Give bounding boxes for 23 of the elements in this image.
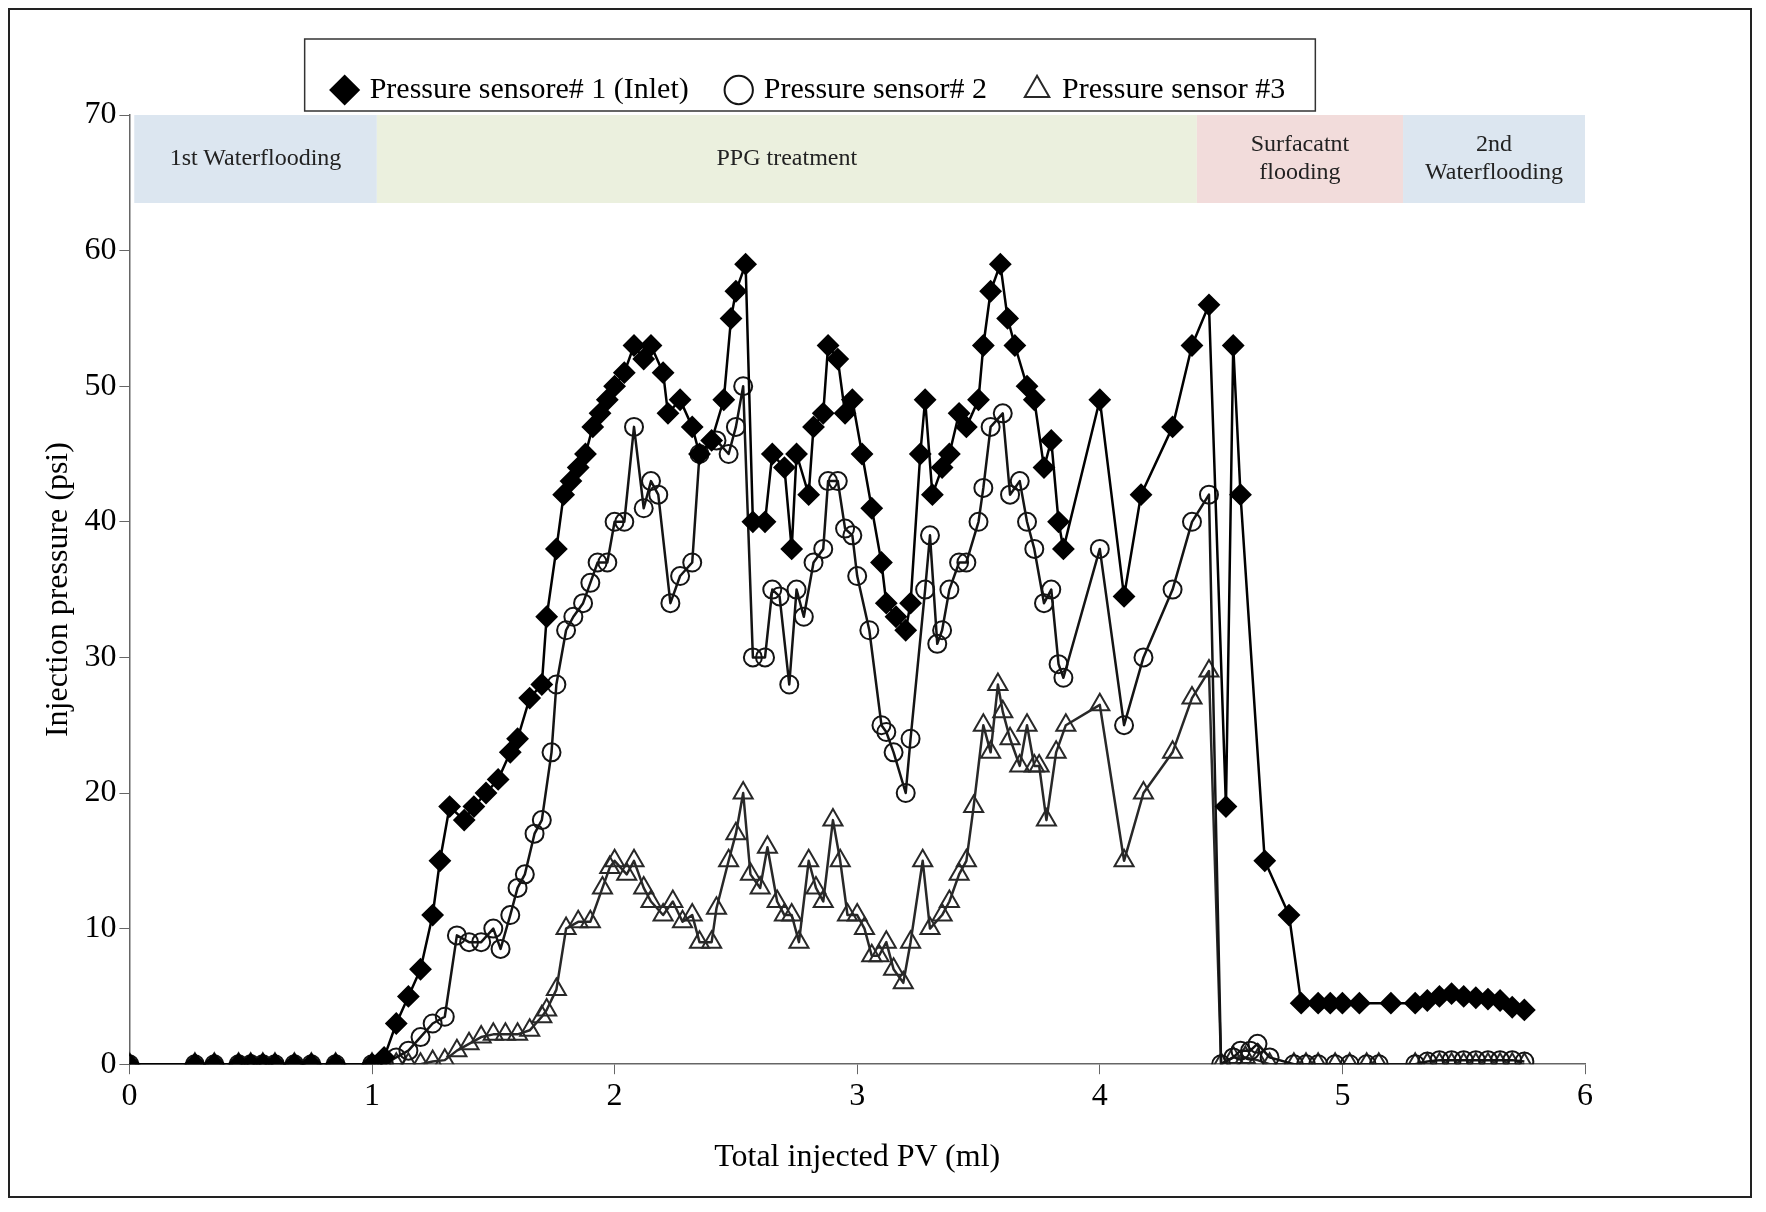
y-tick-label: 60 [84, 230, 117, 267]
band-label: 2nd Waterflooding [1425, 130, 1564, 185]
y-tick-label: 70 [84, 94, 117, 131]
y-tick-label: 50 [84, 365, 117, 402]
legend-label: Pressure sensore# 1 (Inlet) [369, 70, 689, 105]
legend-label: Pressure sensor #3 [1062, 70, 1286, 104]
x-tick-label: 5 [1334, 1075, 1351, 1112]
x-tick-label: 6 [1577, 1075, 1593, 1112]
x-tick-label: 1 [364, 1075, 380, 1112]
x-tick-label: 3 [849, 1075, 866, 1112]
band-label: 1st Waterflooding [169, 144, 342, 171]
y-tick-label: 30 [84, 636, 117, 673]
y-tick-label: 40 [84, 501, 117, 538]
x-tick-label: 4 [1091, 1075, 1108, 1112]
x-tick-label: 2 [606, 1075, 623, 1112]
y-tick-label: 20 [84, 772, 117, 809]
y-tick-label: 0 [100, 1043, 117, 1080]
x-axis-title: Total injected PV (ml) [714, 1137, 1001, 1174]
band-label: Surfacatnt flooding [1250, 130, 1350, 185]
y-tick-label: 10 [84, 908, 117, 945]
y-axis-title: Injection pressure (psi) [37, 442, 74, 738]
legend-label: Pressure sensor# 2 [763, 70, 988, 104]
band-label: PPG treatment [716, 144, 858, 171]
